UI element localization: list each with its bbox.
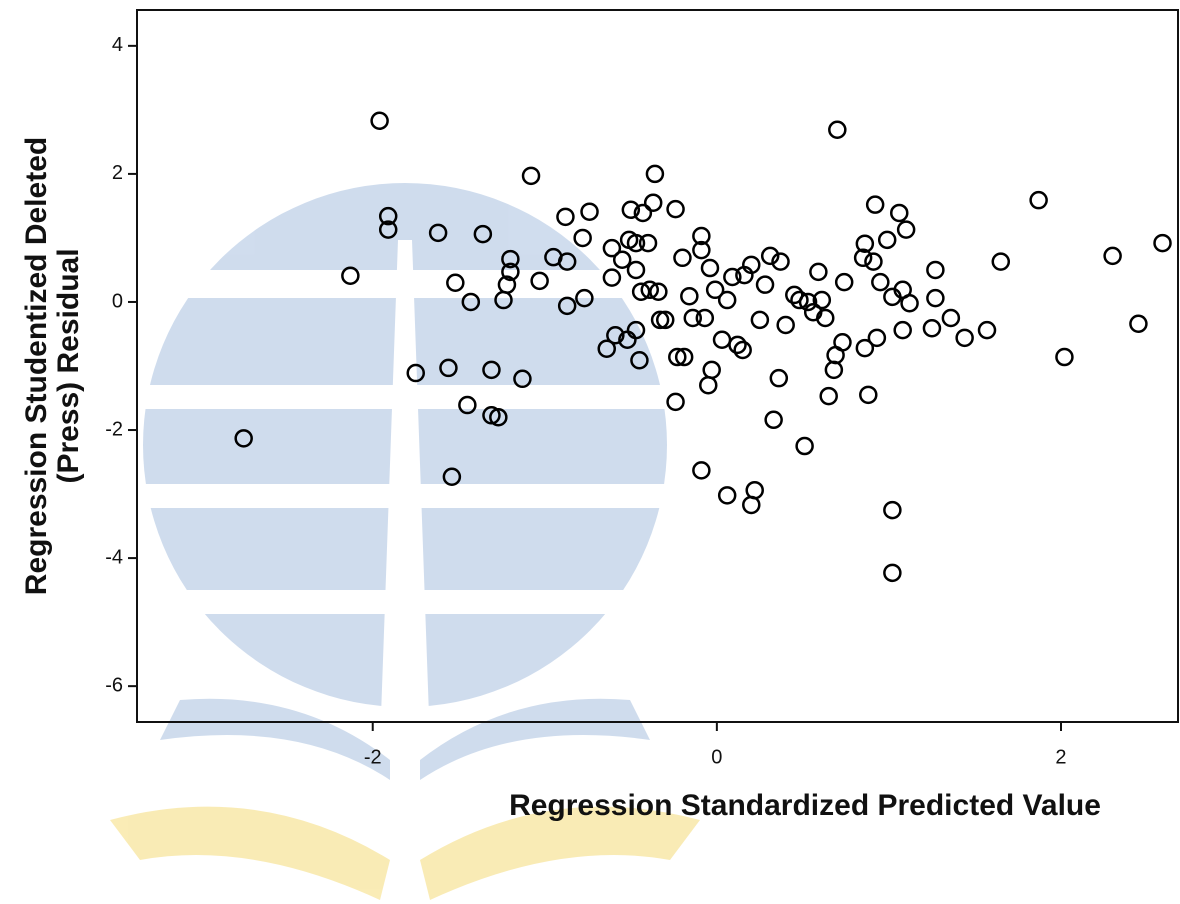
- point: [674, 250, 690, 266]
- point: [834, 334, 850, 350]
- point: [826, 362, 842, 378]
- y-tick-label: -2: [105, 418, 123, 440]
- x-axis-label: Regression Standardized Predicted Value: [509, 789, 1101, 822]
- point: [957, 330, 973, 346]
- point: [1031, 192, 1047, 208]
- point: [865, 254, 881, 270]
- point: [523, 168, 539, 184]
- point: [778, 317, 794, 333]
- point: [1105, 248, 1121, 264]
- point: [810, 264, 826, 280]
- point: [797, 438, 813, 454]
- point: [979, 322, 995, 338]
- watermark-arc: [420, 699, 650, 780]
- y-tick-label: -4: [105, 546, 123, 568]
- point: [924, 320, 940, 336]
- point: [645, 195, 661, 211]
- y-tick-label: -6: [105, 674, 123, 696]
- point: [743, 497, 759, 513]
- point: [747, 482, 763, 498]
- point: [668, 201, 684, 217]
- point: [714, 332, 730, 348]
- point: [557, 209, 573, 225]
- point: [614, 252, 630, 268]
- point: [993, 254, 1009, 270]
- y-tick-label: 4: [112, 34, 123, 56]
- point: [685, 310, 701, 326]
- point: [872, 274, 888, 290]
- watermark-arc: [160, 699, 390, 780]
- x-tick-label: 0: [711, 746, 722, 768]
- point: [372, 113, 388, 129]
- point: [719, 487, 735, 503]
- point: [752, 312, 768, 328]
- point: [766, 412, 782, 428]
- point: [927, 290, 943, 306]
- y-axis-label-line: (Press) Residual: [52, 248, 85, 483]
- point: [575, 230, 591, 246]
- point: [867, 197, 883, 213]
- point: [902, 295, 918, 311]
- point: [891, 205, 907, 221]
- point: [582, 204, 598, 220]
- point: [757, 277, 773, 293]
- point: [693, 462, 709, 478]
- y-axis-label-line: Regression Studentized Deleted: [20, 137, 53, 595]
- point: [884, 502, 900, 518]
- point: [860, 387, 876, 403]
- point: [898, 222, 914, 238]
- point: [879, 232, 895, 248]
- point: [640, 235, 656, 251]
- point: [702, 260, 718, 276]
- y-axis-label: Regression Studentized Deleted (Press) R…: [20, 137, 85, 595]
- point: [869, 330, 885, 346]
- chart: Regression Standardized Predicted Value …: [0, 0, 1180, 904]
- point: [884, 565, 900, 581]
- point: [943, 310, 959, 326]
- point: [829, 122, 845, 138]
- x-tick-label: -2: [364, 746, 382, 768]
- point: [707, 282, 723, 298]
- point: [771, 370, 787, 386]
- y-tick-label: 0: [112, 290, 123, 312]
- point: [700, 377, 716, 393]
- point: [1130, 316, 1146, 332]
- point: [836, 274, 852, 290]
- point: [1056, 349, 1072, 365]
- x-tick-label: 2: [1055, 746, 1066, 768]
- point: [821, 388, 837, 404]
- point: [704, 362, 720, 378]
- y-tick-label: 2: [112, 162, 123, 184]
- point: [1155, 235, 1171, 251]
- point: [927, 262, 943, 278]
- watermark-book: [110, 807, 390, 900]
- point: [895, 322, 911, 338]
- point: [647, 166, 663, 182]
